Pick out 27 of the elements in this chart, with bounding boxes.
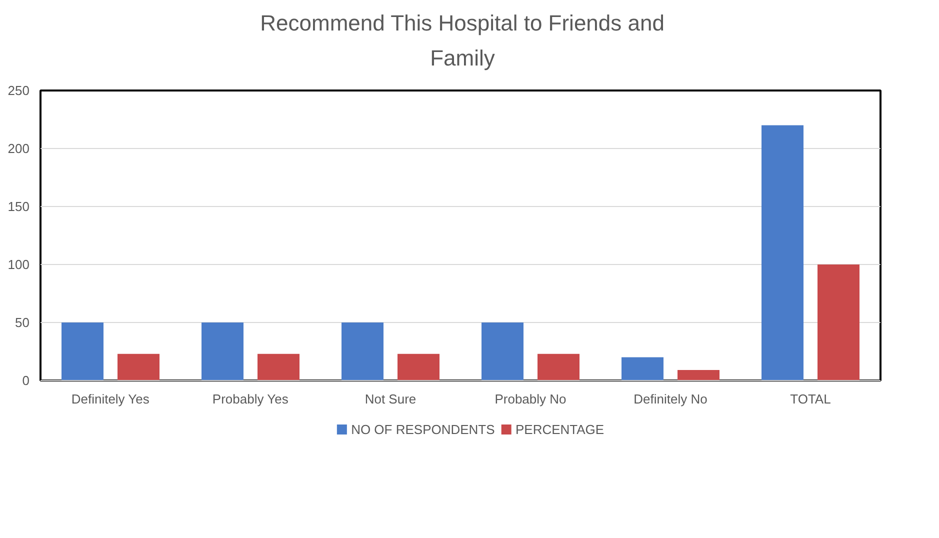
bar [622, 357, 664, 380]
bar [762, 125, 804, 380]
y-tick-label: 100 [8, 257, 30, 272]
x-tick-label: Definitely No [634, 392, 708, 406]
bar [62, 322, 104, 380]
bar [258, 354, 300, 380]
x-tick-label: Definitely Yes [71, 392, 150, 406]
chart-title: Recommend This Hospital to Friends and Family [260, 10, 664, 70]
x-tick-label: Probably Yes [212, 392, 289, 406]
bar [398, 354, 440, 380]
x-tick-label: Not Sure [364, 392, 416, 406]
bar [118, 354, 160, 380]
y-tick-label: 250 [8, 83, 30, 98]
y-tick-label: 200 [8, 141, 30, 156]
x-tick-label: Probably No [494, 392, 566, 406]
bar [202, 322, 244, 380]
bar [818, 264, 860, 380]
bar [538, 354, 580, 380]
y-tick-label: 0 [22, 373, 30, 388]
x-tick-label: TOTAL [790, 392, 831, 406]
legend-label: NO OF RESPONDENTS [351, 422, 496, 437]
y-tick-label: 150 [8, 199, 30, 214]
legend-label: PERCENTAGE [515, 422, 604, 437]
y-tick-label: 50 [15, 315, 30, 330]
bar [342, 322, 384, 380]
bar [482, 322, 524, 380]
bar [678, 370, 720, 380]
